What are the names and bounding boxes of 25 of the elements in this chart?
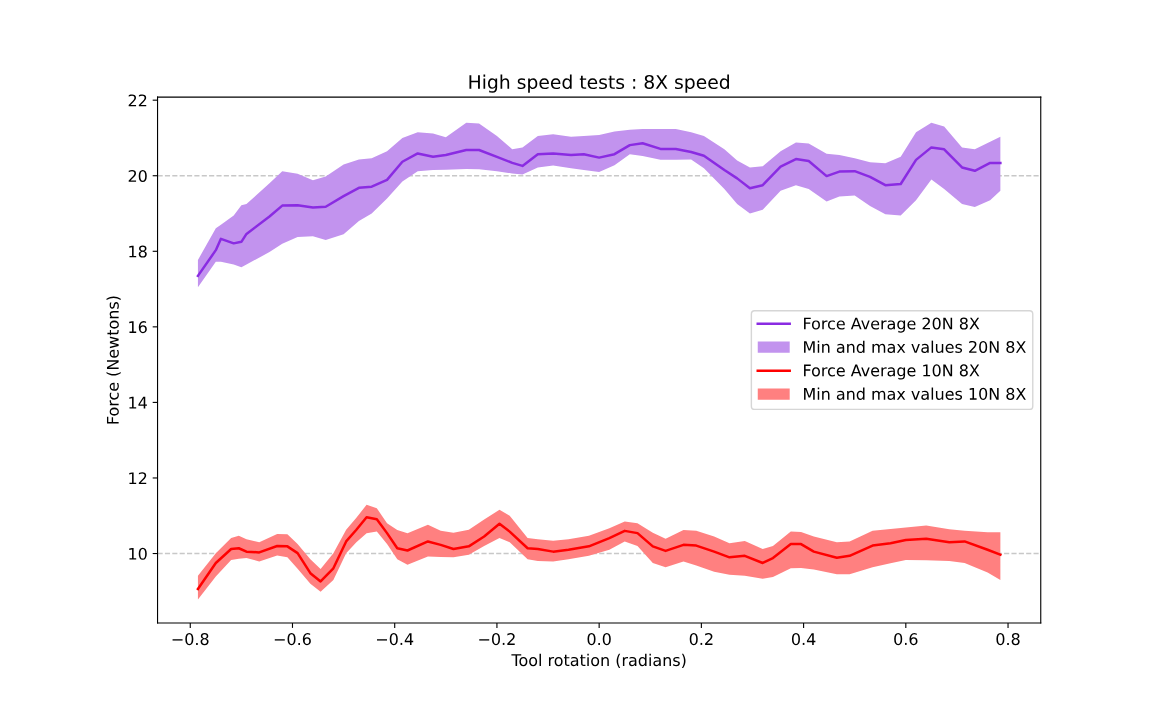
chart-title: High speed tests : 8X speed bbox=[469, 74, 729, 93]
x-tick-label: −0.6 bbox=[274, 633, 311, 646]
x-tick-label: 0.4 bbox=[791, 633, 816, 646]
y-tick-label: 20 bbox=[128, 169, 147, 183]
y-axis-title: Force (Newtons) bbox=[106, 296, 121, 424]
legend-label: Force Average 10N 8X bbox=[804, 364, 980, 380]
x-axis-title: Tool rotation (radians) bbox=[511, 653, 686, 669]
y-tick-label: 18 bbox=[129, 245, 147, 258]
y-tick-label: 16 bbox=[129, 321, 147, 334]
y-tick-label: 14 bbox=[129, 396, 147, 409]
y-tick-label: 22 bbox=[128, 94, 147, 107]
x-tick-label: −0.4 bbox=[377, 633, 414, 646]
line-series bbox=[196, 516, 1002, 591]
legend-label: Min and max values 20N 8X bbox=[804, 340, 1026, 354]
x-tick-label: −0.8 bbox=[172, 633, 209, 646]
y-tick-label: 10 bbox=[129, 547, 147, 560]
x-tick-label: 0.2 bbox=[689, 633, 713, 646]
y-tick-label: 12 bbox=[129, 472, 147, 485]
x-tick-label: 0.8 bbox=[996, 633, 1020, 646]
x-tick-label: 0.6 bbox=[894, 633, 918, 646]
line-series bbox=[196, 141, 1002, 278]
legend-label: Min and max values 10N 8X bbox=[804, 387, 1026, 400]
legend-label: Force Average 20N 8X bbox=[804, 317, 980, 333]
x-tick-label: −0.2 bbox=[479, 633, 515, 646]
x-tick-label: 0.0 bbox=[587, 633, 611, 646]
